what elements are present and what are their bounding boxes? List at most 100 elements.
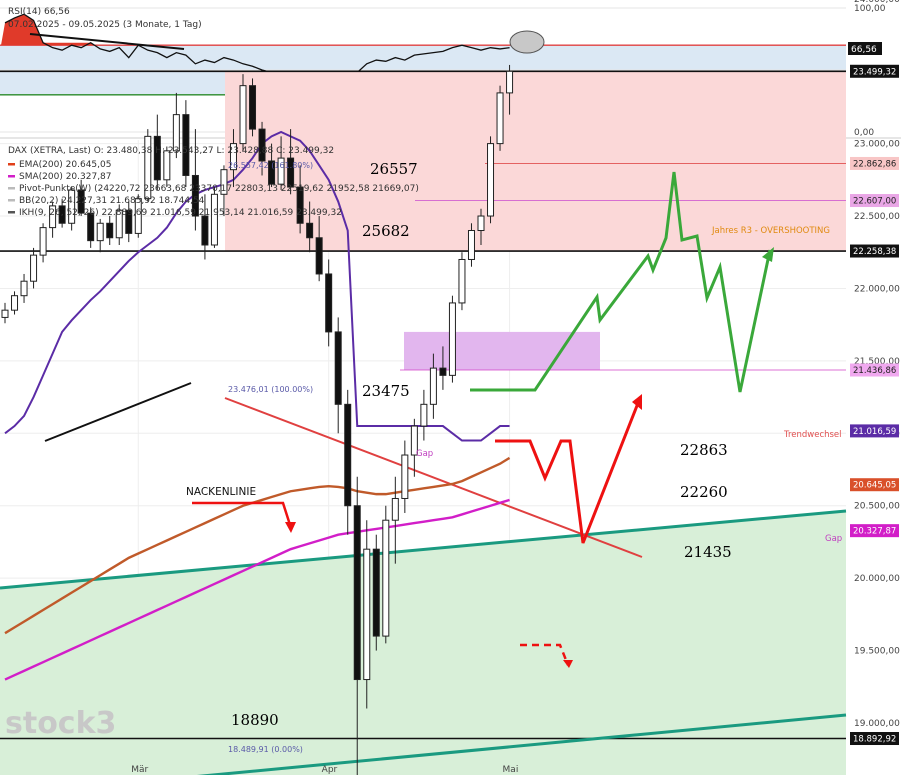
candle: [11, 291, 19, 315]
candle: [448, 295, 456, 383]
y-tick-label: 24.000,00: [854, 0, 900, 5]
level-18890: 18890: [231, 711, 279, 729]
candle-body: [363, 548, 371, 681]
red-projection-arrow: [495, 397, 642, 544]
nackenlinie-arrow-head: [285, 522, 296, 533]
candle: [201, 194, 209, 260]
candle: [58, 198, 66, 228]
candle: [239, 74, 247, 151]
candle-body: [172, 114, 180, 152]
candle-body: [96, 222, 104, 242]
candle: [306, 201, 314, 253]
candle-body: [58, 205, 66, 224]
candle-body: [1, 309, 9, 318]
candle-body: [249, 85, 257, 130]
price-tags: 23.499,3225.682,0022.862,8622.607,0022.2…: [850, 64, 899, 746]
candle-body: [68, 189, 76, 224]
level-22260: 22260: [680, 483, 728, 501]
candle-body: [268, 160, 276, 185]
gap2-label: Gap: [825, 534, 842, 544]
candle: [467, 223, 475, 267]
candle: [125, 201, 133, 243]
rsi-current-ellipse[interactable]: [509, 30, 545, 54]
candle: [334, 317, 342, 434]
candle-body: [11, 295, 19, 311]
candle: [220, 165, 228, 217]
legend-swatch: [8, 199, 15, 202]
x-tick-label: Mär: [131, 765, 148, 775]
level-25682: 25682: [362, 222, 410, 240]
fib-161-label: 26.557,42 (161.80%): [228, 161, 313, 170]
candle: [410, 418, 418, 477]
candle-body: [144, 135, 152, 200]
candle-body: [458, 258, 466, 304]
candle-body: [325, 273, 333, 333]
legend-item: EMA(200) 20.645,05: [19, 160, 111, 170]
price-tag-label: 21.016,59: [853, 427, 896, 437]
candle: [363, 520, 371, 709]
price-tag: 22.862,86: [850, 156, 899, 170]
candle: [39, 223, 47, 263]
candle-body: [401, 454, 409, 499]
candle-body: [182, 114, 190, 176]
candle-body: [334, 331, 342, 405]
candle: [210, 187, 218, 248]
candle: [401, 440, 409, 513]
candle-body: [201, 215, 209, 246]
candle: [506, 64, 514, 115]
candle-body: [258, 128, 266, 162]
price-tag-bg: [850, 424, 899, 438]
candle-body: [191, 174, 199, 217]
candle-body: [487, 143, 495, 217]
price-tag-bg: [850, 732, 899, 746]
main-title: DAX (XETRA, Last) O: 23.480,38 H: 23.543…: [8, 146, 334, 156]
main-x-axis: Mär Apr Mai: [131, 765, 518, 775]
level-21435: 21435: [684, 543, 732, 561]
sma200-line: [4, 498, 510, 681]
rsi-title: RSI(14) 66,56: [8, 7, 70, 17]
nackenlinie-arrow: [192, 501, 293, 529]
y-tick-label: 22.500,00: [854, 212, 900, 222]
candle: [96, 218, 104, 253]
rsi-current-tag: 66,56: [848, 42, 882, 55]
candle-body: [344, 403, 352, 507]
green-projection-arrow: [470, 171, 772, 393]
candle-body: [353, 505, 361, 681]
lower-channel-line: [159, 713, 847, 779]
candle: [258, 121, 266, 176]
candle-body: [296, 186, 304, 224]
candle-body: [467, 230, 475, 260]
candle-body: [163, 150, 171, 181]
price-tag: 22.258,38: [850, 244, 899, 258]
price-tag-label: 20.327,87: [853, 527, 896, 537]
rsi-range: 07.02.2025 - 09.05.2025 (3 Monate, 1 Tag…: [8, 20, 202, 30]
price-tag-bg: [850, 524, 899, 538]
candle-body: [439, 367, 447, 376]
price-tag: 18.892,92: [850, 732, 899, 746]
candle: [134, 194, 142, 238]
candle-body: [77, 189, 85, 214]
candle: [372, 534, 380, 651]
legend-item: IKH(9, 26, 52, 26) 22.889,69 21.016,59 2…: [19, 208, 342, 218]
price-tag: 21.436,86: [850, 363, 899, 377]
fib-100-label: 23.476,01 (100.00%): [228, 385, 313, 394]
price-tag-bg: [850, 64, 899, 78]
candle: [106, 216, 114, 245]
candle: [1, 302, 9, 324]
price-tag: 22.607,00: [850, 194, 899, 208]
price-tag-label: 18.892,92: [853, 735, 896, 745]
price-tag-bg: [850, 478, 899, 492]
candle: [77, 179, 85, 217]
candle-body: [210, 193, 218, 246]
candle-body: [106, 222, 114, 239]
candle: [477, 208, 485, 245]
candle: [20, 273, 28, 303]
candle-body: [39, 227, 47, 256]
watermark: stock3: [5, 706, 116, 741]
ema200-line: [4, 456, 511, 635]
candle-body: [153, 135, 161, 181]
dashed-arrow-head: [563, 660, 573, 668]
candle: [172, 92, 180, 159]
candle-body: [20, 280, 28, 297]
candle: [249, 78, 257, 137]
